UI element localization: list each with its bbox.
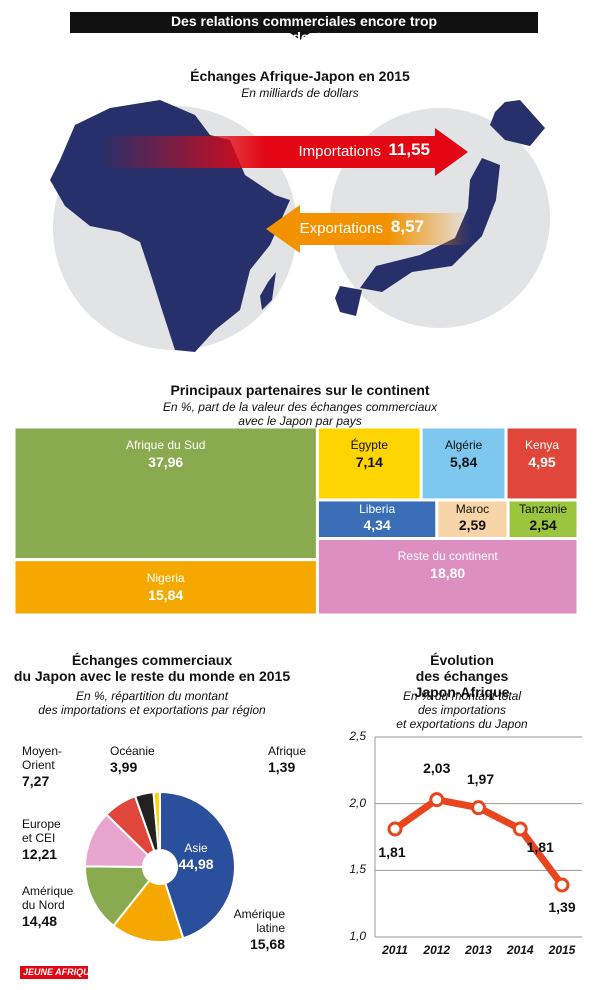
slice-value: 15,68 — [249, 936, 285, 952]
slice-value: 44,98 — [178, 856, 214, 872]
chart-title: Échanges commerciaux du Japon avec le re… — [13, 652, 291, 685]
cell-label: Algérie — [444, 438, 483, 452]
point-label: 1,81 — [378, 844, 406, 860]
cell-value: 15,84 — [148, 586, 184, 603]
slice-label: Europe et CEI — [22, 817, 61, 845]
brand-box — [20, 966, 88, 979]
cell-value: 18,80 — [430, 565, 466, 582]
chart-subtitle: En milliards de dollars — [241, 86, 359, 100]
cell-label: Égypte — [350, 438, 388, 452]
cell-label: Nigeria — [146, 570, 185, 585]
cell-value: 37,96 — [148, 454, 184, 470]
cell-label: Kenya — [525, 438, 560, 452]
header-bar — [70, 12, 538, 33]
slice-value: 1,39 — [268, 759, 296, 775]
cell-value: 2,54 — [529, 516, 557, 533]
point — [512, 821, 528, 837]
arrow — [100, 128, 468, 176]
y-tick-label: 2,5 — [349, 729, 366, 743]
brand: JEUNE AFRIQUE — [23, 967, 96, 977]
arrow — [266, 205, 470, 253]
cell-label: Reste du continent — [397, 549, 498, 564]
japan-map — [360, 158, 500, 292]
arrow-value: 11,55 — [388, 140, 430, 159]
cell-label: Maroc — [455, 501, 490, 516]
slice-label: Asie — [184, 841, 208, 855]
y-tick-label: 1,5 — [349, 862, 366, 877]
arrow-value: 8,57 — [390, 217, 424, 236]
header-title: Des relations commerciales encore trop m… — [170, 13, 438, 46]
point-label: 1,81 — [526, 839, 554, 855]
pie-slice — [83, 865, 151, 928]
arrow-label: Exportations — [299, 220, 383, 237]
slice-value: 14,48 — [22, 913, 58, 929]
slice-label: Moyen- Orient — [22, 744, 63, 772]
arrow-label: Importations — [298, 143, 381, 160]
x-tick-label: 2015 — [548, 943, 576, 957]
slice-label: Amérique latine — [233, 907, 285, 935]
treemap-cell — [504, 425, 580, 502]
slice-value: 3,99 — [110, 759, 138, 775]
cell-value: 4,34 — [363, 516, 391, 533]
treemap-cell — [435, 498, 510, 540]
chart-title: Principaux partenaires sur le continent — [170, 382, 430, 398]
point-label: 1,39 — [548, 899, 576, 915]
chart-title: Échanges Afrique-Japon en 2015 — [190, 68, 410, 84]
slice-value: 7,27 — [22, 773, 50, 789]
y-tick-label: 2,0 — [349, 795, 366, 810]
pie-slice — [112, 878, 185, 943]
cell-value: 2,59 — [458, 516, 487, 533]
chart-title: Évolution des échanges Japon-Afrique — [414, 652, 510, 701]
slice-value: 12,21 — [22, 846, 58, 862]
y-tick-label: 1,0 — [349, 929, 366, 943]
point-label: 1,97 — [466, 770, 495, 787]
treemap-cell — [315, 536, 580, 617]
cell-label: Liberia — [359, 501, 396, 516]
chart-subtitle: En % du montant total des importations e… — [396, 689, 528, 731]
japan-map — [490, 100, 545, 146]
cell-value: 4,95 — [528, 454, 556, 470]
point — [554, 877, 570, 893]
point-label: 2,03 — [423, 759, 451, 776]
point — [429, 792, 445, 808]
x-tick-label: 2014 — [506, 943, 534, 957]
x-tick-label: 2011 — [382, 943, 408, 957]
pie-slice — [159, 790, 236, 940]
madagascar-map — [260, 272, 276, 310]
x-tick-label: 2013 — [465, 943, 492, 957]
point — [471, 800, 486, 816]
header-pointer — [290, 33, 310, 40]
point — [387, 821, 403, 837]
chart-subtitle: En %, répartition du montant des importa… — [38, 689, 266, 717]
cell-value: 5,84 — [450, 454, 478, 470]
cell-label: Tanzanie — [519, 501, 568, 516]
treemap-cell — [12, 558, 319, 617]
japan-map — [335, 286, 362, 316]
cell-label: Afrique du Sud — [126, 438, 206, 452]
chart-subtitle: En %, part de la valeur des échanges com… — [162, 400, 438, 428]
slice-label: Afrique — [268, 744, 307, 758]
pie-slice — [152, 790, 161, 852]
cell-value: 7,14 — [355, 454, 383, 470]
slice-label: Amérique du Nord — [22, 884, 74, 912]
slice-label: Océanie — [110, 744, 155, 758]
x-tick-label: 2012 — [423, 943, 451, 957]
